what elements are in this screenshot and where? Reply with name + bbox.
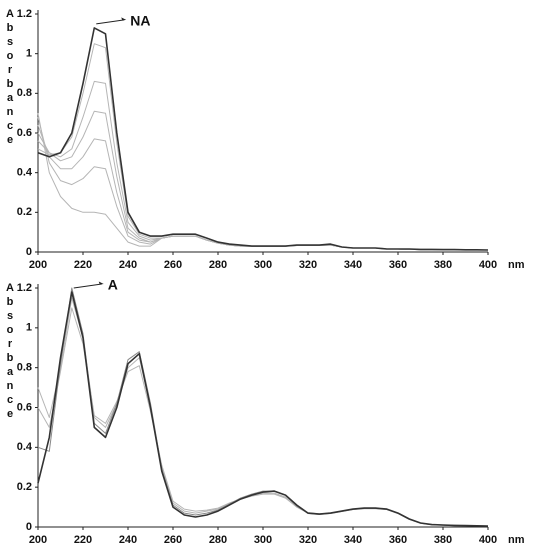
y-tick-label: 0.2	[17, 481, 32, 493]
x-tick-label: 360	[389, 534, 407, 546]
x-axis-label: nm	[508, 259, 525, 271]
x-tick-label: 380	[434, 259, 452, 271]
y-tick-label: 1.2	[17, 8, 32, 20]
y-tick-label: 0	[26, 521, 32, 533]
y-tick-label: 1	[26, 322, 32, 334]
x-tick-label: 400	[479, 259, 497, 271]
spectrum-line	[37, 124, 488, 251]
spectrum-line	[37, 113, 488, 251]
y-tick-label: 0.4	[17, 167, 33, 179]
spectrum-line	[37, 116, 488, 251]
x-tick-label: 200	[29, 534, 47, 546]
y-tick-label: 0.4	[17, 441, 33, 453]
x-tick-label: 300	[254, 259, 272, 271]
x-tick-label: 280	[209, 259, 227, 271]
y-tick-label: 0	[26, 246, 32, 258]
spectrum-line	[37, 43, 488, 251]
y-tick-label: 1	[26, 48, 32, 60]
x-tick-label: 340	[344, 534, 362, 546]
spectrum-line	[37, 110, 488, 251]
y-tick-label: 0.2	[17, 206, 32, 218]
x-tick-label: 320	[299, 534, 317, 546]
x-tick-label: 220	[74, 259, 92, 271]
annotation-arrow	[73, 283, 102, 289]
x-tick-label: 220	[74, 534, 92, 546]
y-tick-label: 0.6	[17, 127, 32, 139]
arrow-head	[98, 281, 104, 285]
x-tick-label: 360	[389, 259, 407, 271]
x-tick-label: 240	[119, 259, 137, 271]
y-tick-label: 0.8	[17, 87, 32, 99]
x-tick-label: 340	[344, 259, 362, 271]
arrow-head	[121, 17, 127, 21]
x-tick-label: 400	[479, 534, 497, 546]
spectrum-line	[37, 287, 488, 527]
x-tick-label: 240	[119, 534, 137, 546]
x-tick-label: 380	[434, 534, 452, 546]
x-tick-label: 320	[299, 259, 317, 271]
spectrum-line	[37, 27, 489, 251]
spectrum-line	[37, 80, 488, 251]
annotation-text: A	[108, 277, 118, 293]
annotation-text: NA	[130, 13, 150, 29]
x-tick-label: 280	[209, 534, 227, 546]
x-tick-label: 300	[254, 534, 272, 546]
annotation-arrow	[96, 19, 125, 25]
x-axis-label: nm	[508, 534, 525, 546]
y-tick-label: 1.2	[17, 282, 32, 294]
spectrum-line	[37, 291, 489, 527]
x-tick-label: 260	[164, 534, 182, 546]
x-tick-label: 200	[29, 259, 47, 271]
y-tick-label: 0.8	[17, 362, 32, 374]
y-tick-label: 0.6	[17, 401, 32, 413]
x-tick-label: 260	[164, 259, 182, 271]
